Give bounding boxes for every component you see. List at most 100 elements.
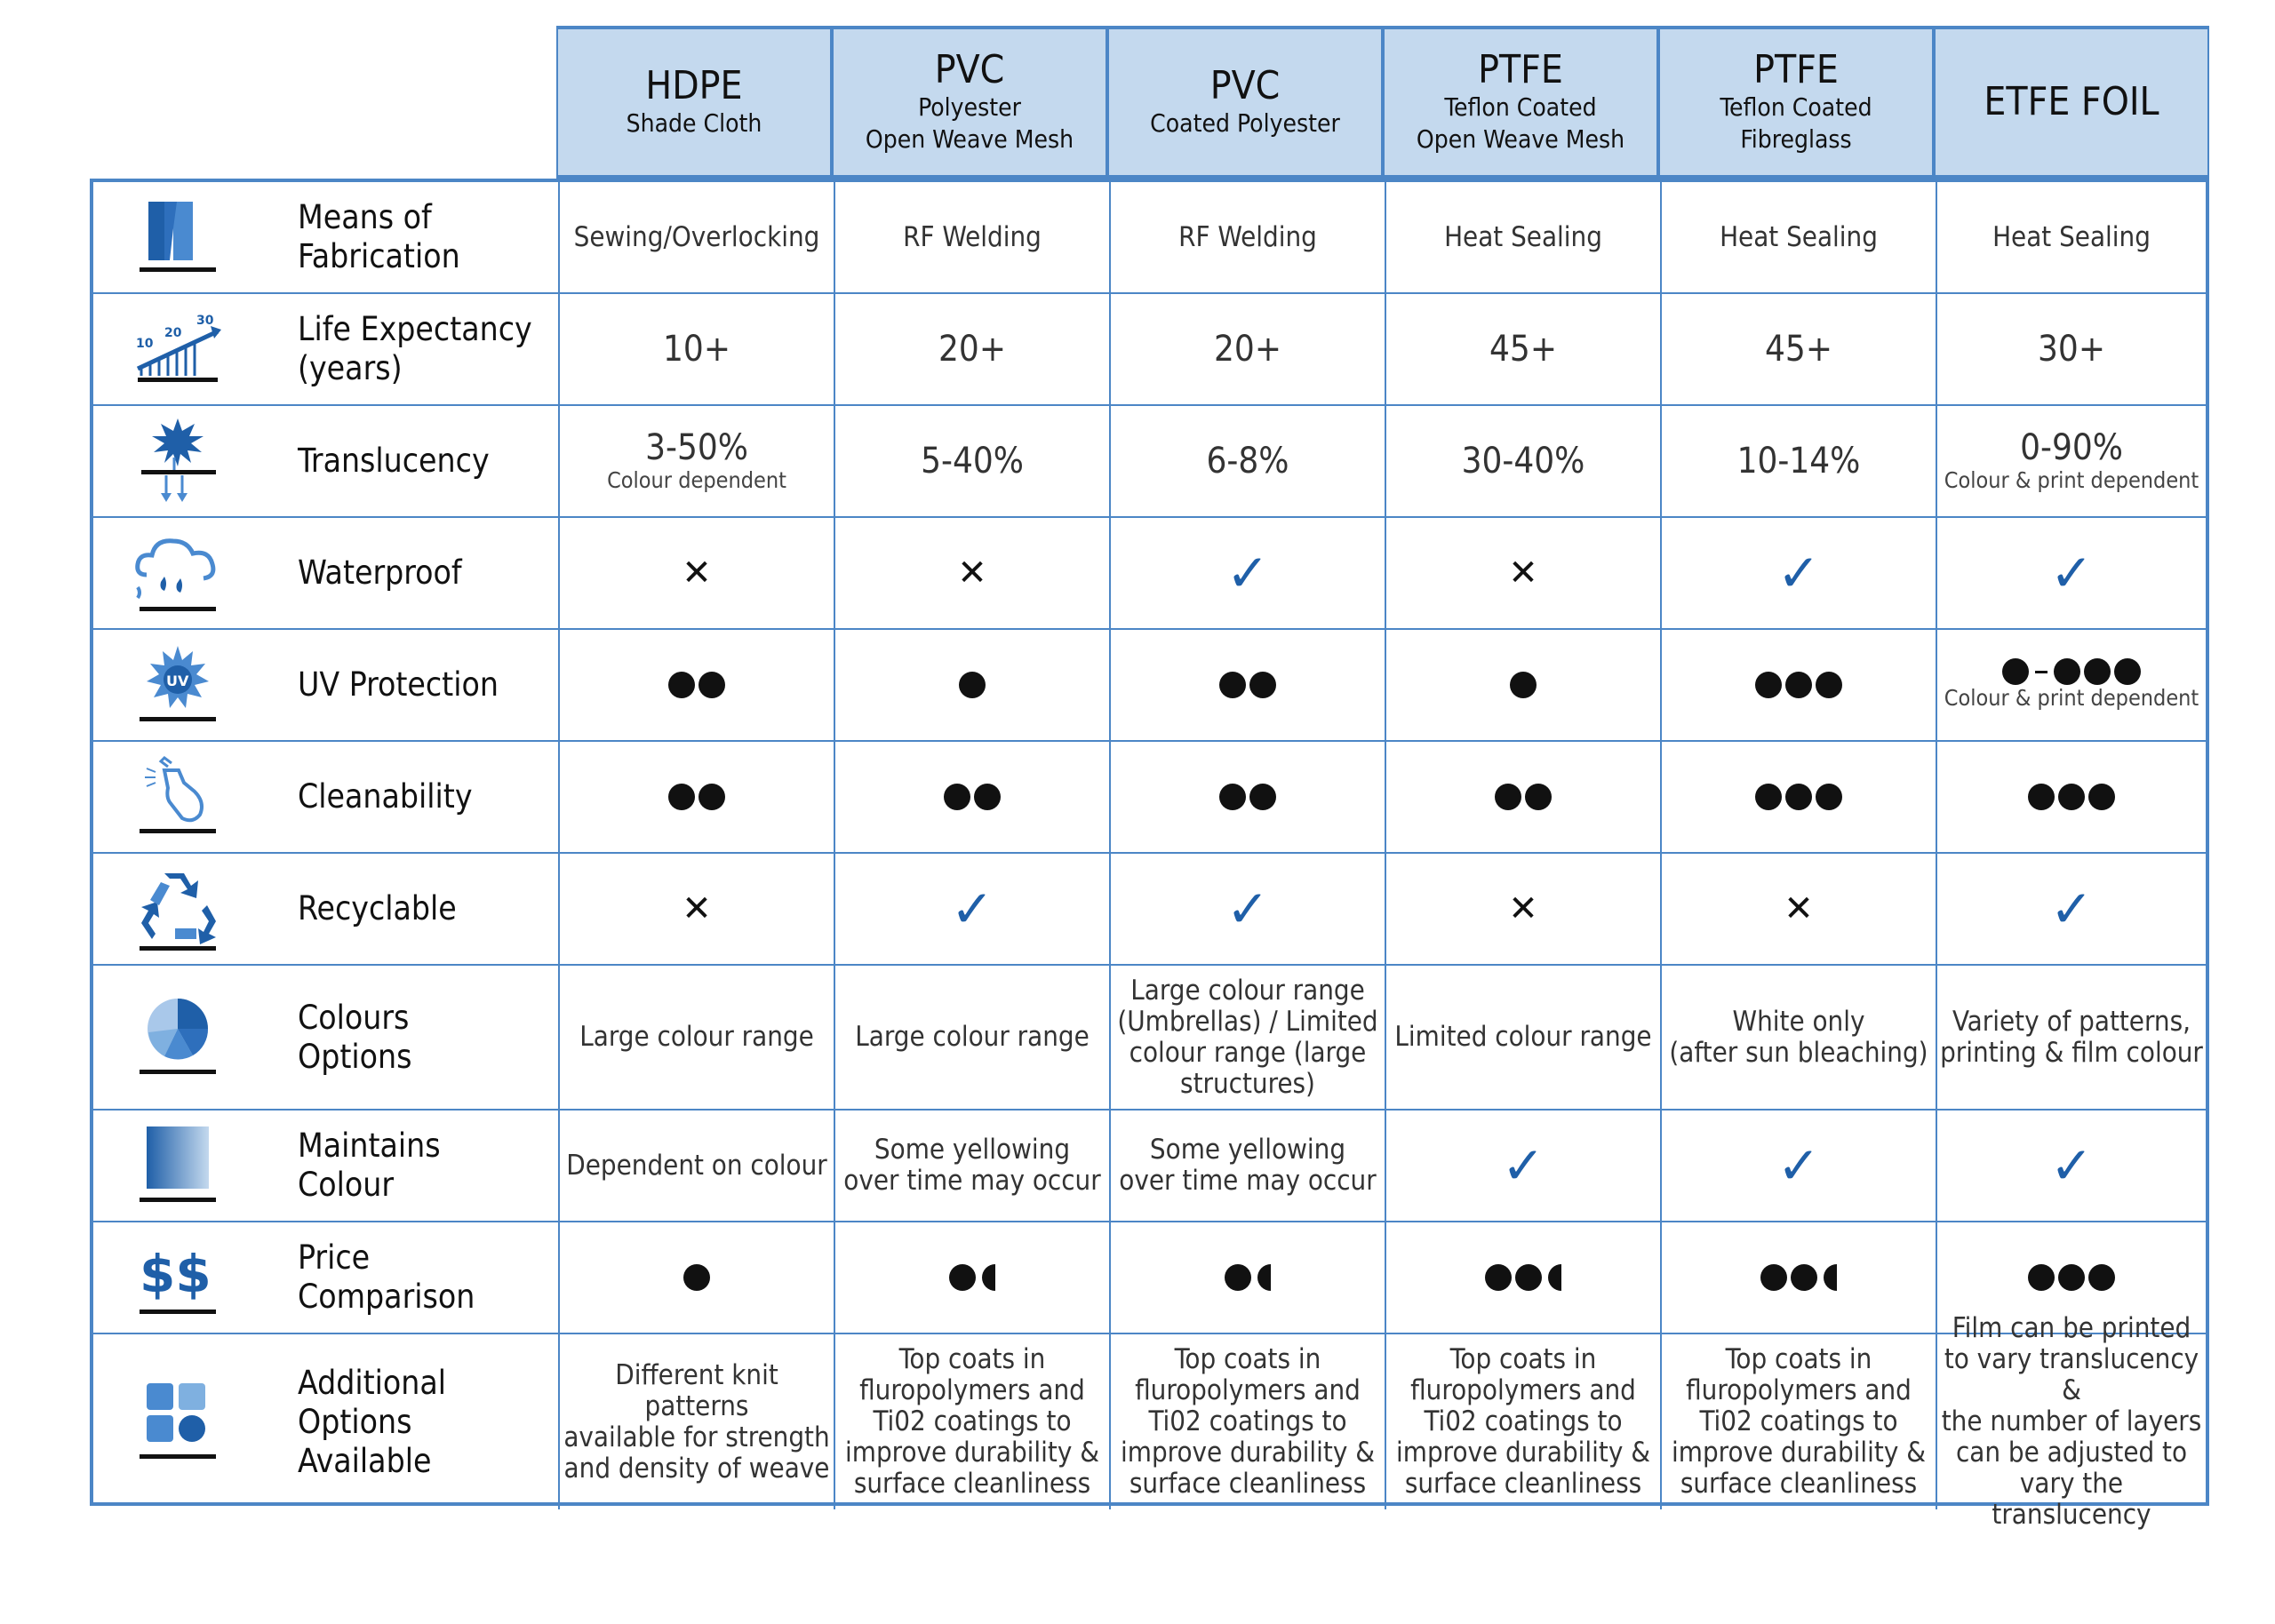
cell-value: Limited colour range — [1394, 1021, 1652, 1053]
table-row: $$ Price Comparison — [93, 1222, 2206, 1334]
table-row: Translucency 3-50% Colour dependent 5-40% 6-… — [93, 406, 2206, 518]
cell-value: 10-14% — [1736, 441, 1861, 482]
header-cell-3: PVC Coated Polyester — [1107, 26, 1383, 179]
rating-dot — [959, 672, 986, 698]
price-icon: $$ — [129, 1233, 227, 1322]
header-title: ETFE FOIL — [1984, 79, 2159, 124]
svg-text:30: 30 — [196, 314, 214, 328]
header-subtitle: Polyester — [918, 92, 1021, 122]
header-cell-1: HDPE Shade Cloth — [556, 26, 832, 179]
cell-value: White only (after sun bleaching) — [1669, 1005, 1928, 1069]
rating-dot — [1510, 672, 1537, 698]
cell-value: Top coats in fluropolymers and Ti02 coat… — [1121, 1343, 1375, 1500]
rating-half-dot — [1824, 1264, 1837, 1291]
value-cell — [1662, 1222, 1937, 1333]
row-label-cell: Maintains Colour — [93, 1111, 560, 1221]
value-cell: Large colour range (Umbrellas) / Limited… — [1111, 966, 1386, 1109]
value-cell: White only (after sun bleaching) — [1662, 966, 1937, 1109]
value-cell: ✓ — [1111, 854, 1386, 964]
header-subtitle: Fibreglass — [1740, 124, 1852, 154]
range-dash — [2035, 670, 2048, 673]
header-subtitle: Teflon Coated — [1444, 92, 1597, 122]
row-label: UV Protection — [298, 665, 499, 704]
checkmark-icon: ✓ — [1501, 1135, 1545, 1196]
cross-icon: ✕ — [957, 553, 987, 593]
cell-note: Colour dependent — [607, 467, 786, 493]
svg-text:UV: UV — [166, 673, 189, 689]
table-row: Colours Options Large colour range Large c… — [93, 966, 2206, 1111]
value-cell: ✓ — [1937, 518, 2206, 628]
value-cell: 30-40% — [1386, 406, 1662, 516]
value-cell: Some yellowing over time may occur — [1111, 1111, 1386, 1221]
value-cell: Top coats in fluropolymers and Ti02 coat… — [835, 1334, 1111, 1509]
rating-dot — [698, 784, 725, 810]
row-label-cell: UV UV Protection — [93, 630, 560, 740]
value-cell: ✕ — [835, 518, 1111, 628]
cell-value: Large colour range — [579, 1021, 814, 1053]
maintains-colour-icon — [129, 1121, 227, 1210]
header-subtitle: Open Weave Mesh — [1416, 124, 1625, 154]
rating-dot — [2084, 658, 2111, 685]
value-cell: 20+ — [835, 294, 1111, 404]
cell-value: 0-90% — [2020, 427, 2123, 468]
rating-dots — [2028, 784, 2115, 810]
checkmark-icon: ✓ — [1225, 879, 1270, 939]
header-title: PVC — [1209, 63, 1281, 108]
colours-options-icon — [129, 993, 227, 1082]
rating-dot — [1755, 784, 1782, 810]
row-label: Additional Options Available — [298, 1363, 447, 1480]
cell-value: Variety of patterns, printing & film col… — [1940, 1005, 2203, 1069]
checkmark-icon: ✓ — [950, 879, 994, 939]
rating-dot — [1785, 784, 1812, 810]
table-row: Maintains Colour Dependent on colour Some … — [93, 1111, 2206, 1222]
value-cell: ✕ — [560, 518, 835, 628]
rating-dot — [1760, 1264, 1787, 1291]
cell-value: RF Welding — [1178, 220, 1317, 253]
row-label: Maintains Colour — [298, 1126, 441, 1204]
value-cell: ✓ — [1937, 1111, 2206, 1221]
svg-text:20: 20 — [164, 326, 182, 340]
value-cell: ✕ — [560, 854, 835, 964]
value-cell: 10-14% — [1662, 406, 1937, 516]
value-cell: 30+ — [1937, 294, 2206, 404]
value-cell: Large colour range — [835, 966, 1111, 1109]
header-subtitle: Coated Polyester — [1150, 108, 1340, 138]
value-cell: Heat Sealing — [1937, 182, 2206, 292]
table-row: Cleanability — [93, 742, 2206, 854]
cell-value: 3-50% — [645, 427, 748, 468]
row-label: Recyclable — [298, 889, 457, 927]
cell-value: Heat Sealing — [1444, 220, 1602, 253]
row-label-cell: Means of Fabrication — [93, 182, 560, 292]
rating-dots — [1755, 672, 1842, 698]
row-label-cell: 10 20 30 Life Expectancy (years) — [93, 294, 560, 404]
checkmark-icon: ✓ — [1225, 543, 1270, 603]
rating-dot — [1485, 1264, 1512, 1291]
value-cell: 3-50% Colour dependent — [560, 406, 835, 516]
rating-dots — [1755, 784, 1842, 810]
value-cell: ✓ — [1662, 518, 1937, 628]
cell-value: Top coats in fluropolymers and Ti02 coat… — [1672, 1343, 1926, 1500]
rating-half-dot — [982, 1264, 995, 1291]
value-cell: ✕ — [1662, 854, 1937, 964]
rating-dot — [2054, 658, 2080, 685]
value-cell — [1937, 742, 2206, 852]
rating-dot — [1515, 1264, 1542, 1291]
cross-icon: ✕ — [1508, 553, 1538, 593]
row-label-cell: Waterproof — [93, 518, 560, 628]
rating-dot — [683, 1264, 710, 1291]
cross-icon: ✕ — [682, 553, 712, 593]
row-label: Translucency — [298, 442, 490, 480]
value-cell — [560, 1222, 835, 1333]
rating-dot — [2028, 1264, 2055, 1291]
rating-dot — [2002, 658, 2029, 685]
rating-dot — [1816, 784, 1842, 810]
rating-dots — [2028, 1264, 2115, 1291]
table-row: Additional Options Available Different kn… — [93, 1313, 2206, 1531]
header-cell-2: PVC Polyester Open Weave Mesh — [832, 26, 1107, 179]
row-label-cell: Colours Options — [93, 966, 560, 1109]
svg-text:10: 10 — [136, 337, 154, 351]
translucency-icon — [129, 417, 227, 506]
value-cell — [1386, 1222, 1662, 1333]
value-cell: 6-8% — [1111, 406, 1386, 516]
value-cell: Colour & print dependent — [1937, 630, 2206, 740]
